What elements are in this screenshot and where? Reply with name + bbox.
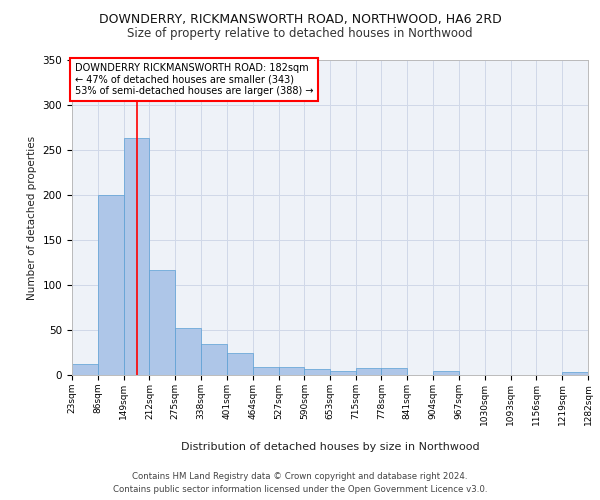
Bar (562, 372, 588, 375)
Bar (98, 195, 124, 375)
Text: Distribution of detached houses by size in Northwood: Distribution of detached houses by size … (181, 442, 479, 452)
Bar (253, 367, 278, 375)
Bar (227, 354, 253, 375)
Bar (382, 368, 407, 375)
Bar (124, 138, 149, 375)
Bar (330, 372, 356, 375)
Bar (201, 344, 227, 375)
Bar (356, 368, 382, 375)
Text: Contains HM Land Registry data © Crown copyright and database right 2024.
Contai: Contains HM Land Registry data © Crown c… (113, 472, 487, 494)
Text: DOWNDERRY RICKMANSWORTH ROAD: 182sqm
← 47% of detached houses are smaller (343)
: DOWNDERRY RICKMANSWORTH ROAD: 182sqm ← 4… (74, 63, 313, 96)
Bar (304, 368, 330, 375)
Text: Size of property relative to detached houses in Northwood: Size of property relative to detached ho… (127, 28, 473, 40)
Bar (278, 367, 304, 375)
Text: DOWNDERRY, RICKMANSWORTH ROAD, NORTHWOOD, HA6 2RD: DOWNDERRY, RICKMANSWORTH ROAD, NORTHWOOD… (98, 12, 502, 26)
Bar (149, 270, 175, 375)
Bar (175, 328, 201, 375)
Y-axis label: Number of detached properties: Number of detached properties (27, 136, 37, 300)
Bar (72, 364, 98, 375)
Bar (433, 372, 459, 375)
